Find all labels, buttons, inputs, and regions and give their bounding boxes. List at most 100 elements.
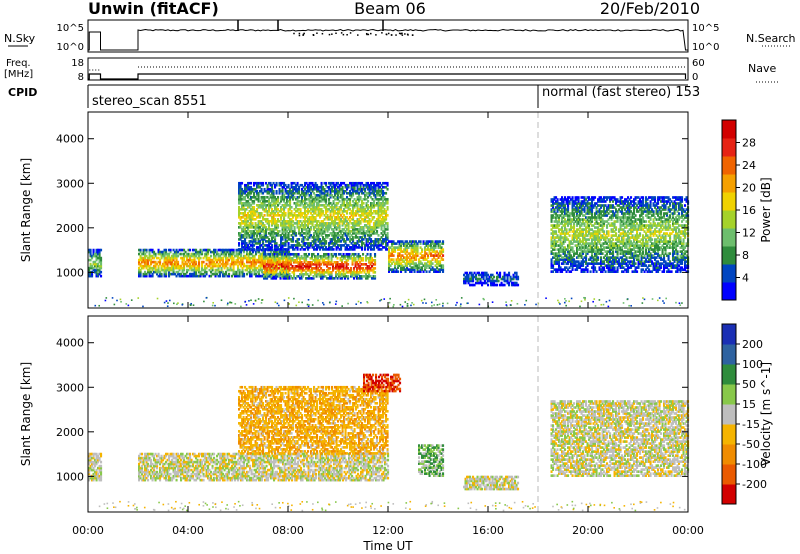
- power-cell: [334, 212, 337, 215]
- power-cell: [388, 240, 391, 243]
- noise-trace: [88, 20, 688, 51]
- power-cell: [174, 250, 177, 254]
- power-cell: [382, 234, 385, 237]
- power-cell: [275, 214, 278, 217]
- power-cell: [568, 258, 571, 261]
- power-cell: [302, 199, 305, 203]
- power-cell: [353, 256, 356, 260]
- power-cell: [229, 252, 232, 256]
- power-cell: [287, 238, 290, 241]
- power-cell: [301, 214, 304, 217]
- power-cell: [422, 256, 425, 259]
- power-cell: [490, 281, 493, 285]
- power-cell: [250, 214, 253, 217]
- power-cell: [564, 268, 567, 271]
- power-cell: [145, 258, 148, 262]
- power-cell: [321, 256, 324, 260]
- power-cell: [269, 189, 272, 193]
- power-cell: [254, 238, 257, 241]
- power-cell: [263, 199, 266, 203]
- power-cell: [329, 224, 332, 227]
- power-cell: [211, 264, 214, 268]
- power-cell: [271, 228, 274, 231]
- power-cell: [298, 185, 301, 189]
- power-cell: [292, 230, 295, 233]
- power-cell: [335, 267, 338, 270]
- power-cell: [362, 183, 365, 187]
- power-cell: [242, 195, 245, 199]
- power-cell: [89, 266, 92, 270]
- power-cell: [253, 240, 256, 243]
- power-cell: [506, 273, 509, 277]
- power-cell: [271, 246, 274, 249]
- power-cell: [380, 222, 383, 225]
- power-cell: [573, 216, 576, 219]
- power-cell: [256, 224, 259, 227]
- power-cell: [290, 240, 293, 243]
- power-cell: [305, 277, 308, 280]
- power-cell: [373, 201, 376, 205]
- power-cell: [284, 205, 287, 209]
- power-cell: [409, 262, 412, 265]
- power-cell: [365, 224, 368, 227]
- power-cell: [365, 191, 368, 195]
- power-cell: [568, 212, 571, 215]
- power-cell: [199, 274, 202, 278]
- power-cell: [174, 254, 177, 258]
- power-cell: [346, 195, 349, 199]
- power-cell: [299, 273, 302, 276]
- power-cell: [558, 256, 561, 259]
- power-cell: [208, 268, 211, 272]
- power-cell: [305, 181, 308, 185]
- power-cell: [356, 220, 359, 223]
- power-cell: [142, 248, 145, 252]
- power-cell: [303, 254, 306, 258]
- power-cell: [319, 216, 322, 219]
- power-cell: [257, 230, 260, 233]
- power-cell: [317, 199, 320, 203]
- power-cell: [144, 264, 147, 268]
- power-cell: [308, 183, 311, 187]
- power-cell: [371, 216, 374, 219]
- power-cell: [175, 260, 178, 264]
- power-cell: [491, 281, 494, 285]
- power-cell: [359, 261, 362, 264]
- power-cell: [275, 259, 278, 262]
- power-cell: [550, 200, 553, 203]
- power-cell: [437, 240, 440, 243]
- power-cell: [238, 197, 241, 201]
- power-cell: [297, 267, 300, 270]
- power-cell: [241, 222, 244, 225]
- power-cell: [326, 214, 329, 217]
- power-cell: [371, 185, 374, 189]
- power-cell: [318, 263, 321, 266]
- power-cell: [251, 189, 254, 193]
- power-cell: [95, 258, 98, 262]
- power-cell: [558, 264, 561, 267]
- power-cell: [553, 244, 556, 247]
- power-cell: [211, 260, 214, 264]
- power-cell: [323, 259, 326, 262]
- power-cell: [148, 264, 151, 268]
- power-cell: [362, 210, 365, 213]
- power-cell: [347, 263, 350, 266]
- power-cell: [349, 203, 352, 207]
- power-cell: [329, 205, 332, 209]
- power-cell: [582, 250, 585, 253]
- power-cell: [574, 260, 577, 263]
- power-cell: [168, 268, 171, 272]
- power-cell: [201, 266, 204, 270]
- power-cell: [193, 274, 196, 278]
- power-cell: [371, 203, 374, 207]
- power-cell: [338, 189, 341, 193]
- power-cell: [558, 208, 561, 211]
- power-cell: [564, 248, 567, 251]
- power-cell: [180, 256, 183, 260]
- power-cell: [385, 181, 388, 185]
- power-cell: [567, 250, 570, 253]
- power-cell: [198, 264, 201, 268]
- power-cell: [180, 264, 183, 268]
- power-cell: [568, 216, 571, 219]
- power-cell: [568, 250, 571, 253]
- power-cell: [562, 250, 565, 253]
